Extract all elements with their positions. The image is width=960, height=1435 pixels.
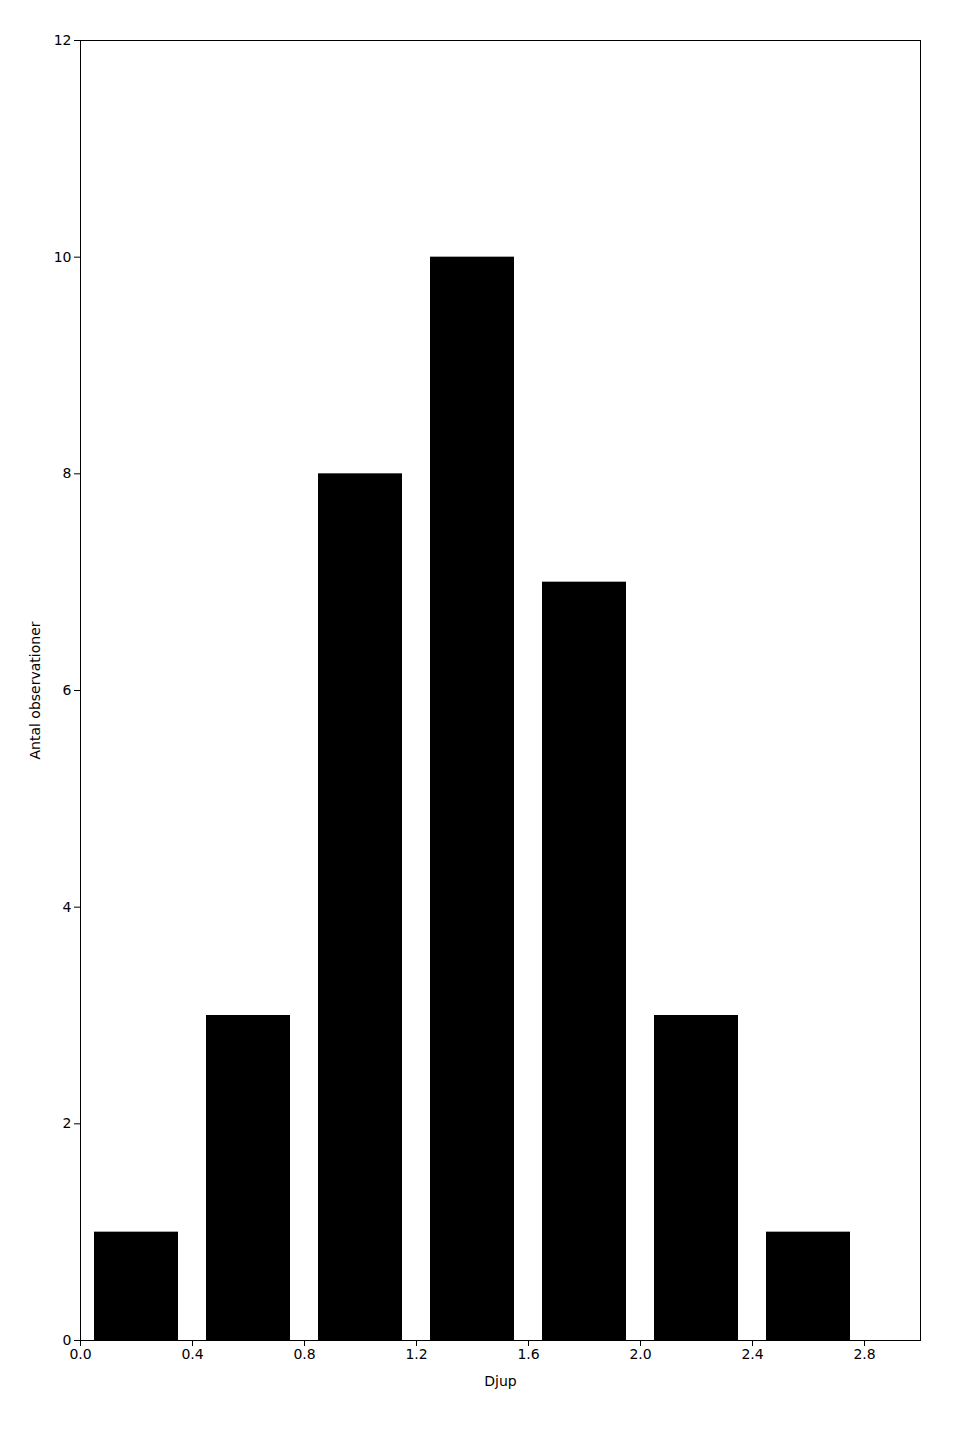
svg-text:6: 6: [63, 682, 72, 698]
svg-text:0.8: 0.8: [293, 1346, 315, 1362]
svg-text:12: 12: [54, 32, 72, 48]
svg-text:2.4: 2.4: [741, 1346, 763, 1362]
svg-text:0.0: 0.0: [69, 1346, 91, 1362]
svg-text:Djup: Djup: [484, 1373, 517, 1389]
svg-text:2.8: 2.8: [853, 1346, 875, 1362]
svg-text:10: 10: [54, 249, 72, 265]
svg-text:0: 0: [62, 1332, 72, 1348]
svg-text:1.6: 1.6: [517, 1346, 539, 1362]
svg-text:0.4: 0.4: [181, 1346, 203, 1362]
svg-text:2.0: 2.0: [629, 1346, 651, 1362]
svg-text:1.2: 1.2: [405, 1346, 427, 1362]
svg-text:Antal observationer: Antal observationer: [27, 621, 43, 759]
svg-text:8: 8: [63, 465, 72, 481]
svg-text:2: 2: [63, 1115, 72, 1131]
svg-text:4: 4: [63, 899, 72, 915]
